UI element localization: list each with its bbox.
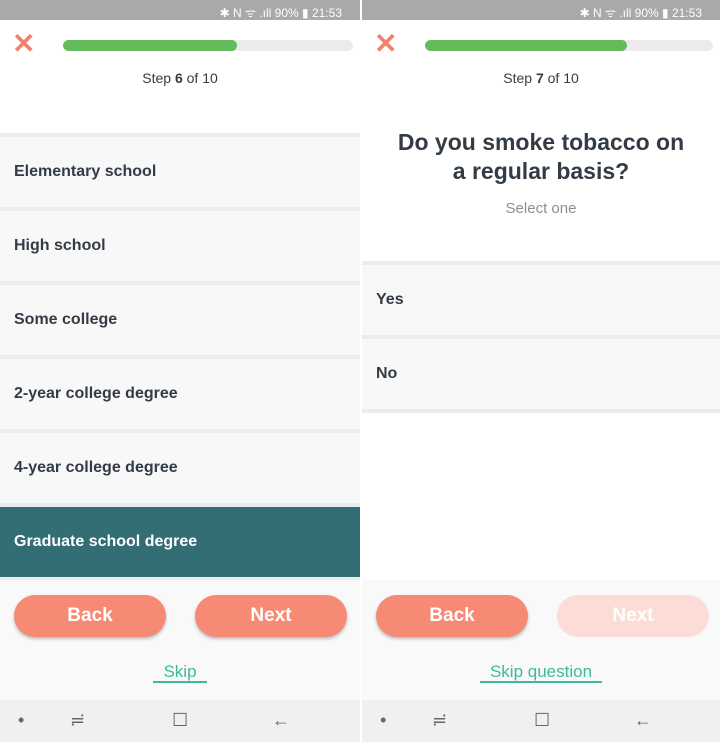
home-icon[interactable]: ☐ bbox=[172, 710, 189, 730]
dot-icon[interactable]: • bbox=[380, 710, 387, 730]
dot-icon[interactable]: • bbox=[18, 710, 25, 730]
footer: Back Next Skip question bbox=[362, 580, 720, 700]
option-no[interactable]: No bbox=[362, 339, 720, 409]
status-bar: ✱ N ᯤ .ıll 90% ▮ 21:53 bbox=[362, 0, 720, 20]
progress-bar bbox=[63, 40, 353, 51]
system-nav-bar: • ≓ ☐ ← bbox=[0, 700, 360, 742]
progress-fill bbox=[425, 40, 627, 51]
back-arrow-icon[interactable]: ← bbox=[272, 710, 290, 730]
close-icon[interactable]: ✕ bbox=[12, 28, 36, 59]
step-current: 7 bbox=[535, 70, 544, 86]
step-current: 6 bbox=[174, 70, 183, 86]
skip-question-link[interactable]: Skip question bbox=[479, 662, 603, 683]
options-list: Elementary school High school Some colle… bbox=[0, 133, 360, 580]
back-button[interactable]: Back bbox=[376, 595, 528, 637]
progress-fill bbox=[63, 40, 237, 51]
next-button[interactable]: Next bbox=[195, 595, 347, 637]
option-2-year-degree[interactable]: 2-year college degree bbox=[0, 359, 360, 429]
next-button-disabled[interactable]: Next bbox=[557, 595, 709, 637]
back-arrow-icon[interactable]: ← bbox=[634, 710, 652, 730]
progress-bar bbox=[425, 40, 713, 51]
step-prefix: Step bbox=[503, 70, 536, 86]
step-indicator: Step 6 of 10 bbox=[0, 70, 360, 86]
option-elementary-school[interactable]: Elementary school bbox=[0, 137, 360, 207]
option-some-college[interactable]: Some college bbox=[0, 285, 360, 355]
recent-apps-icon[interactable]: ≓ bbox=[70, 710, 86, 730]
back-button[interactable]: Back bbox=[14, 595, 166, 637]
education-screen: ✱ N ᯤ .ıll 90% ▮ 21:53 ✕ Step 6 of 10 El… bbox=[0, 0, 360, 742]
step-suffix: of 10 bbox=[182, 70, 218, 86]
options-list: Yes No bbox=[362, 261, 720, 413]
question-title: Do you smoke tobacco on a regular basis? bbox=[397, 129, 685, 184]
step-suffix: of 10 bbox=[543, 70, 579, 86]
footer: Back Next Skip bbox=[0, 580, 360, 700]
question-hint: Select one bbox=[505, 200, 577, 217]
recent-apps-icon[interactable]: ≓ bbox=[432, 710, 448, 730]
option-graduate-degree[interactable]: Graduate school degree bbox=[0, 507, 360, 577]
option-high-school[interactable]: High school bbox=[0, 211, 360, 281]
home-icon[interactable]: ☐ bbox=[534, 710, 551, 730]
option-yes[interactable]: Yes bbox=[362, 265, 720, 335]
close-icon[interactable]: ✕ bbox=[374, 28, 398, 59]
skip-link[interactable]: Skip bbox=[153, 662, 207, 683]
step-indicator: Step 7 of 10 bbox=[362, 70, 720, 86]
skip-link-wrap: Skip question bbox=[362, 662, 720, 683]
system-nav-bar: • ≓ ☐ ← bbox=[362, 700, 720, 742]
smoking-screen: ✱ N ᯤ .ıll 90% ▮ 21:53 ✕ Step 7 of 10 Do… bbox=[362, 0, 720, 742]
option-4-year-degree[interactable]: 4-year college degree bbox=[0, 433, 360, 503]
skip-link-wrap: Skip bbox=[0, 662, 360, 683]
status-bar: ✱ N ᯤ .ıll 90% ▮ 21:53 bbox=[0, 0, 360, 20]
step-prefix: Step bbox=[142, 70, 175, 86]
